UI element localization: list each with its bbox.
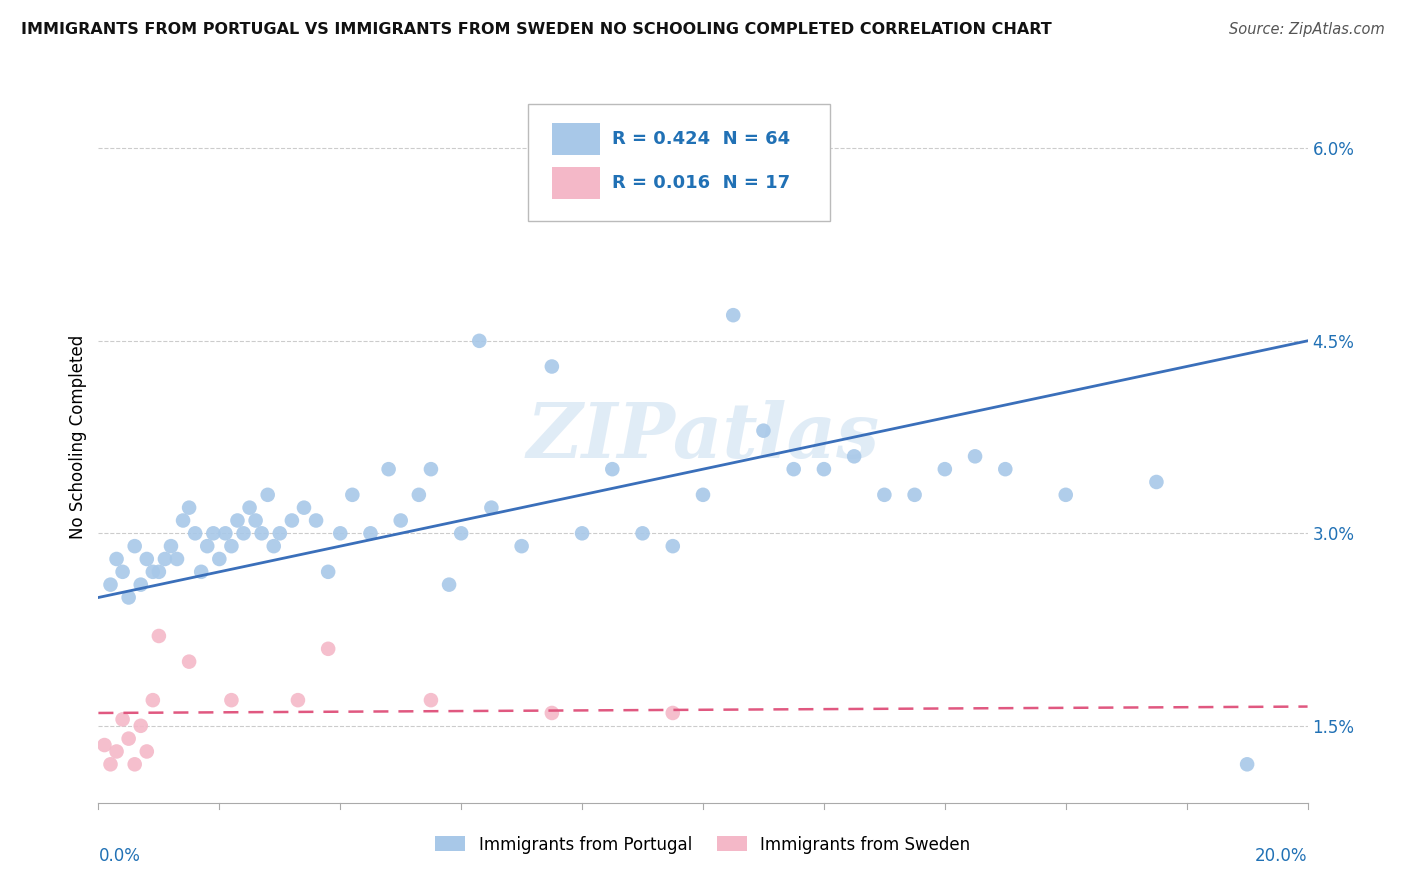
- Point: [904, 488, 927, 502]
- Y-axis label: No Schooling Completed: No Schooling Completed: [69, 335, 87, 539]
- Point: [100, 577, 122, 591]
- Point: [661, 539, 683, 553]
- Point: [124, 757, 146, 772]
- Point: [934, 462, 956, 476]
- Point: [221, 539, 243, 553]
- Point: [232, 526, 254, 541]
- Point: [111, 565, 134, 579]
- Point: [172, 514, 194, 528]
- Point: [752, 424, 775, 438]
- Point: [179, 655, 201, 669]
- Point: [661, 706, 683, 720]
- Point: [377, 462, 399, 476]
- Point: [292, 500, 315, 515]
- Point: [269, 526, 291, 541]
- Point: [1054, 488, 1077, 502]
- Point: [202, 526, 225, 541]
- Point: [602, 462, 624, 476]
- Point: [111, 712, 134, 726]
- Point: [540, 706, 562, 720]
- Point: [105, 552, 128, 566]
- Bar: [551, 123, 600, 155]
- Point: [389, 514, 412, 528]
- Point: [1236, 757, 1258, 772]
- Point: [250, 526, 273, 541]
- FancyBboxPatch shape: [527, 104, 830, 221]
- Point: [510, 539, 533, 553]
- Point: [571, 526, 593, 541]
- Text: IMMIGRANTS FROM PORTUGAL VS IMMIGRANTS FROM SWEDEN NO SCHOOLING COMPLETED CORREL: IMMIGRANTS FROM PORTUGAL VS IMMIGRANTS F…: [21, 22, 1052, 37]
- Legend: Immigrants from Portugal, Immigrants from Sweden: Immigrants from Portugal, Immigrants fro…: [429, 829, 977, 860]
- Point: [437, 577, 460, 591]
- Point: [287, 693, 309, 707]
- Point: [1146, 475, 1168, 489]
- Point: [93, 738, 115, 752]
- Text: 0.0%: 0.0%: [98, 847, 141, 864]
- Point: [179, 500, 201, 515]
- Point: [226, 514, 249, 528]
- Point: [148, 565, 170, 579]
- Point: [723, 308, 745, 322]
- Point: [783, 462, 806, 476]
- Point: [873, 488, 896, 502]
- Text: R = 0.016  N = 17: R = 0.016 N = 17: [613, 174, 790, 193]
- Point: [342, 488, 364, 502]
- Point: [190, 565, 212, 579]
- Text: ZIPatlas: ZIPatlas: [526, 401, 880, 474]
- Point: [135, 744, 157, 758]
- Point: [239, 500, 262, 515]
- Point: [263, 539, 285, 553]
- Point: [540, 359, 562, 374]
- Point: [813, 462, 835, 476]
- Text: 20.0%: 20.0%: [1256, 847, 1308, 864]
- Point: [305, 514, 328, 528]
- Point: [329, 526, 352, 541]
- Point: [420, 462, 443, 476]
- Text: R = 0.424  N = 64: R = 0.424 N = 64: [613, 130, 790, 148]
- Point: [214, 526, 236, 541]
- Point: [184, 526, 207, 541]
- Point: [468, 334, 491, 348]
- Point: [481, 500, 503, 515]
- Point: [408, 488, 430, 502]
- Bar: [551, 167, 600, 199]
- Point: [148, 629, 170, 643]
- Point: [360, 526, 382, 541]
- Point: [208, 552, 231, 566]
- Point: [450, 526, 472, 541]
- Point: [256, 488, 278, 502]
- Point: [105, 744, 128, 758]
- Point: [221, 693, 243, 707]
- Point: [281, 514, 304, 528]
- Point: [153, 552, 176, 566]
- Point: [129, 577, 152, 591]
- Point: [118, 591, 141, 605]
- Point: [245, 514, 267, 528]
- Point: [692, 488, 714, 502]
- Point: [631, 526, 654, 541]
- Point: [118, 731, 141, 746]
- Point: [844, 450, 866, 464]
- Point: [420, 693, 443, 707]
- Point: [965, 450, 987, 464]
- Point: [100, 757, 122, 772]
- Text: Source: ZipAtlas.com: Source: ZipAtlas.com: [1229, 22, 1385, 37]
- Point: [316, 641, 339, 656]
- Point: [316, 565, 339, 579]
- Point: [142, 693, 165, 707]
- Point: [135, 552, 157, 566]
- Point: [195, 539, 218, 553]
- Point: [129, 719, 152, 733]
- Point: [124, 539, 146, 553]
- Point: [160, 539, 183, 553]
- Point: [142, 565, 165, 579]
- Point: [166, 552, 188, 566]
- Point: [994, 462, 1017, 476]
